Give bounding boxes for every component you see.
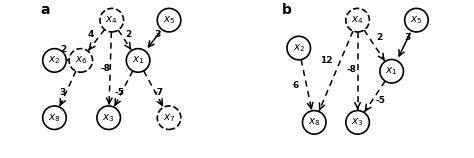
Text: $x_{7}$: $x_{7}$: [163, 112, 175, 124]
Circle shape: [100, 8, 124, 32]
Text: $x_{2}$: $x_{2}$: [292, 42, 305, 54]
Text: $x_{1}$: $x_{1}$: [132, 55, 144, 66]
Circle shape: [346, 8, 369, 32]
Text: $x_{1}$: $x_{1}$: [385, 65, 398, 77]
Text: 3: 3: [404, 33, 410, 42]
Text: -8: -8: [346, 65, 356, 74]
Circle shape: [97, 106, 120, 129]
Circle shape: [380, 60, 403, 83]
Text: $x_{4}$: $x_{4}$: [105, 14, 118, 26]
Text: 2: 2: [376, 33, 383, 42]
Text: 3: 3: [155, 30, 161, 39]
Text: $x_{5}$: $x_{5}$: [163, 14, 175, 26]
Circle shape: [126, 49, 150, 72]
Circle shape: [43, 49, 66, 72]
Text: $x_{3}$: $x_{3}$: [102, 112, 115, 124]
Text: 6: 6: [292, 81, 299, 90]
Circle shape: [346, 111, 369, 134]
Text: 2: 2: [60, 45, 66, 54]
Text: 2: 2: [125, 30, 131, 39]
Text: $x_{5}$: $x_{5}$: [410, 14, 423, 26]
Text: 4: 4: [88, 30, 94, 39]
Text: -5: -5: [376, 96, 386, 105]
Text: $x_{6}$: $x_{6}$: [74, 55, 87, 66]
Text: $x_{2}$: $x_{2}$: [48, 55, 61, 66]
Text: -5: -5: [115, 88, 125, 97]
Text: -7: -7: [154, 88, 164, 97]
Text: $x_{8}$: $x_{8}$: [48, 112, 61, 124]
Circle shape: [302, 111, 326, 134]
Text: 12: 12: [320, 56, 333, 65]
Text: $x_{3}$: $x_{3}$: [351, 116, 364, 128]
Text: b: b: [282, 3, 292, 17]
Circle shape: [405, 8, 428, 32]
Circle shape: [157, 8, 181, 32]
Text: $x_{8}$: $x_{8}$: [308, 116, 320, 128]
Circle shape: [43, 106, 66, 129]
Circle shape: [287, 36, 310, 60]
Text: $x_{4}$: $x_{4}$: [351, 14, 364, 26]
Circle shape: [69, 49, 92, 72]
Text: 3: 3: [60, 88, 66, 97]
Circle shape: [157, 106, 181, 129]
Text: -8: -8: [100, 64, 110, 73]
Text: a: a: [41, 3, 50, 17]
